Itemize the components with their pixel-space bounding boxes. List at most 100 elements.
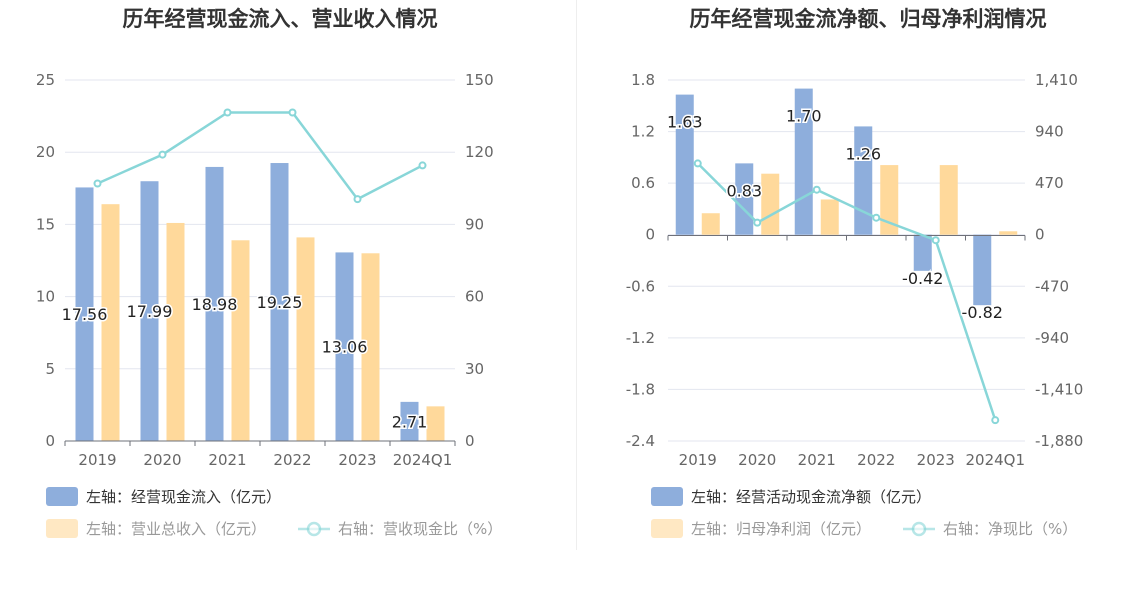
right-axis-tick-label: -1,410 — [1035, 380, 1083, 398]
bar — [75, 187, 94, 441]
left-axis-tick-label: 0.6 — [631, 174, 655, 192]
bar — [701, 213, 720, 235]
bar — [939, 165, 958, 235]
right-axis-tick-label: 470 — [1035, 174, 1064, 192]
x-axis-category-label: 2021 — [208, 451, 246, 469]
bar-data-label: -0.42 — [902, 269, 943, 288]
bar-data-label: 1.70 — [786, 107, 822, 126]
line-point — [418, 161, 427, 170]
legend: 左轴：经营现金流入（亿元） 左轴：营业总收入（亿元） 右轴：营收现金比（%） — [46, 487, 502, 538]
right-axis-tick-label: 90 — [465, 215, 484, 233]
left-axis-tick-label: 0 — [45, 432, 55, 450]
legend-label: 左轴：营业总收入（亿元） — [86, 520, 266, 538]
legend-label: 左轴：经营活动现金流净额（亿元） — [691, 488, 931, 506]
bar — [913, 234, 932, 271]
x-axis-category-label: 2024Q1 — [393, 451, 453, 469]
bar — [400, 401, 419, 441]
legend-swatch-bar — [651, 519, 683, 538]
x-axis-category-label: 2019 — [78, 451, 116, 469]
bar — [205, 166, 224, 441]
left-axis-tick-label: 10 — [36, 288, 55, 306]
legend: 左轴：经营活动现金流净额（亿元） 左轴：归母净利润（亿元） 右轴：净现比（%） — [651, 487, 1077, 538]
bar — [335, 252, 354, 441]
chart-title: 历年经营现金流净额、归母净利润情况 — [690, 7, 1047, 31]
x-axis-category-label: 2021 — [798, 451, 836, 469]
right-axis-tick-label: -1,880 — [1035, 432, 1083, 450]
right-axis-tick-label: 940 — [1035, 123, 1064, 141]
bar-data-label: 1.63 — [667, 113, 703, 132]
x-axis-category-label: 2020 — [738, 451, 776, 469]
bar — [140, 181, 159, 441]
left-axis-tick-label: -0.6 — [626, 277, 655, 295]
x-axis-category-label: 2022 — [273, 451, 311, 469]
legend-swatch-marker — [911, 521, 927, 537]
right-axis-tick-label: 60 — [465, 288, 484, 306]
right-axis-tick-label: -470 — [1035, 277, 1069, 295]
bar — [675, 94, 694, 235]
line-point — [753, 218, 762, 227]
left-axis-tick-label: 25 — [36, 71, 55, 89]
legend-label: 右轴：净现比（%） — [943, 520, 1077, 538]
bar — [854, 126, 873, 235]
right-axis-tick-label: 0 — [1035, 226, 1045, 244]
right-axis-tick-label: 30 — [465, 360, 484, 378]
bar — [426, 406, 445, 441]
bar — [166, 222, 185, 441]
line-point — [288, 108, 297, 117]
right-axis-tick-label: 1,410 — [1035, 71, 1078, 89]
right-axis-tick-label: -940 — [1035, 329, 1069, 347]
legend-swatch-bar — [46, 487, 78, 506]
x-axis-category-label: 2024Q1 — [965, 451, 1025, 469]
bar — [361, 253, 380, 441]
legend-swatch-marker — [306, 521, 322, 537]
left-axis-tick-label: -2.4 — [626, 432, 655, 450]
x-axis-category-label: 2022 — [857, 451, 895, 469]
chart-title: 历年经营现金流入、营业收入情况 — [123, 7, 438, 31]
bar-data-label: 17.99 — [127, 302, 173, 321]
x-axis-category-label: 2019 — [679, 451, 717, 469]
bar-data-label: 18.98 — [192, 295, 238, 314]
bar — [270, 163, 289, 441]
bar-data-label: 0.83 — [726, 181, 762, 200]
line-point — [812, 185, 821, 194]
bar — [999, 231, 1018, 235]
line-point — [931, 236, 940, 245]
legend-label: 右轴：营收现金比（%） — [338, 520, 502, 538]
legend-swatch-bar — [651, 487, 683, 506]
bar-data-label: -0.82 — [962, 303, 1003, 322]
line-point — [93, 179, 102, 188]
x-axis-category-label: 2023 — [338, 451, 376, 469]
bar-data-label: 1.26 — [845, 144, 881, 163]
left-axis-tick-label: -1.8 — [626, 380, 655, 398]
line-point — [693, 159, 702, 168]
left-axis-tick-label: -1.2 — [626, 329, 655, 347]
left-axis-tick-label: 20 — [36, 143, 55, 161]
right-axis-tick-label: 120 — [465, 143, 494, 161]
line-series — [696, 162, 997, 421]
chart-2: 历年经营现金流净额、归母净利润情况 -2.4 -1,880 -1.8 -1,410 -1.… — [626, 7, 1083, 538]
bar-data-label: 13.06 — [322, 338, 368, 357]
left-axis-tick-label: 0 — [645, 226, 655, 244]
bar — [296, 237, 315, 441]
panel-divider — [576, 0, 577, 550]
chart-1: 历年经营现金流入、营业收入情况 0 0 5 30 10 60 15 90 20 120 25 150 17… — [36, 7, 502, 538]
legend-label: 左轴：经营现金流入（亿元） — [86, 488, 281, 506]
bar — [735, 163, 754, 235]
line-point — [991, 416, 1000, 425]
left-axis-tick-label: 15 — [36, 215, 55, 233]
left-axis-tick-label: 5 — [45, 360, 55, 378]
line-point — [353, 195, 362, 204]
right-axis-tick-label: 0 — [465, 432, 475, 450]
x-axis-category-label: 2023 — [917, 451, 955, 469]
legend-label: 左轴：归母净利润（亿元） — [691, 520, 871, 538]
left-axis-tick-label: 1.2 — [631, 123, 655, 141]
x-axis-category-label: 2020 — [143, 451, 181, 469]
line-point — [872, 213, 881, 222]
bar — [880, 165, 899, 235]
line-point — [223, 108, 232, 117]
bar — [761, 173, 780, 235]
bar-data-label: 17.56 — [62, 305, 108, 324]
bar — [231, 240, 250, 441]
line-point — [158, 150, 167, 159]
